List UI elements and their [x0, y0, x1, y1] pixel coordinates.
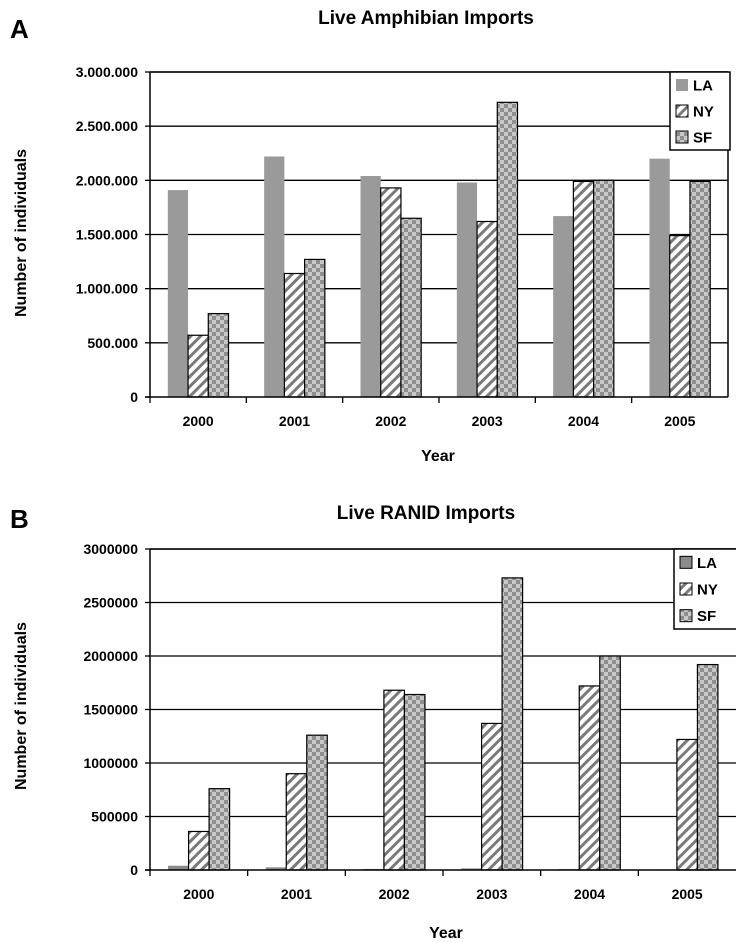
- x-tick-label: 2003: [476, 886, 507, 902]
- bar-la-2000: [168, 865, 189, 870]
- legend-label-sf: SF: [693, 130, 712, 147]
- bar-ny-2001: [283, 272, 306, 398]
- x-tick-label: 2003: [472, 413, 503, 429]
- bar-la-2004: [553, 216, 574, 397]
- x-tick-label: 2004: [568, 413, 599, 429]
- bar-sf-2004: [599, 655, 621, 871]
- bar-ny-2000: [187, 334, 209, 398]
- bar-la-2003: [456, 182, 478, 397]
- legend-swatch-sf: [679, 609, 693, 623]
- bar-sf-2000: [207, 312, 230, 398]
- chart-a-plot: 0 500.000 1.000.000 1.500.000 2.000.000 2.500…: [76, 64, 731, 429]
- bar-ny-2004: [572, 180, 595, 398]
- chart-a-xlabel: Year: [421, 448, 455, 465]
- y-tick-label: 1500000: [83, 702, 138, 718]
- y-tick-label: 500000: [91, 809, 138, 825]
- y-tick-label: 0: [130, 862, 138, 878]
- y-tick-label: 2.000.000: [76, 172, 138, 188]
- chart-a-ylabel: Number of individuals: [13, 149, 30, 317]
- bar-sf-2005: [696, 663, 719, 871]
- legend-label-sf: SF: [697, 608, 716, 625]
- bar-ny-2003: [480, 722, 503, 871]
- y-tick-label: 1.500.000: [76, 227, 138, 243]
- bar-sf-2004: [593, 179, 615, 398]
- legend-label-ny: NY: [693, 104, 714, 121]
- y-tick-label: 2.500.000: [76, 118, 138, 134]
- bar-ny-2003: [476, 220, 498, 398]
- x-tick-label: 2000: [183, 413, 214, 429]
- y-tick-label: 2000000: [83, 648, 138, 664]
- bar-la-2002: [360, 176, 381, 397]
- legend-swatch-sf: [675, 130, 689, 144]
- x-tick-label: 2004: [574, 886, 605, 902]
- bar-sf-2005: [689, 180, 711, 398]
- bar-la-2001: [265, 867, 287, 870]
- bar-la-2003: [461, 868, 482, 870]
- x-tick-label: 2005: [672, 886, 703, 902]
- bar-sf-2002: [403, 693, 426, 871]
- bar-sf-2003: [496, 101, 519, 398]
- bar-ny-2005: [669, 234, 691, 398]
- bar-ny-2002: [380, 187, 402, 398]
- x-tick-label: 2001: [281, 886, 312, 902]
- bar-la-2001: [264, 156, 285, 397]
- legend-swatch-ny: [675, 104, 689, 118]
- panel-a-letter: A: [10, 14, 29, 44]
- legend-label-la: LA: [693, 78, 713, 95]
- bar-sf-2001: [304, 258, 326, 398]
- bar-sf-2003: [501, 577, 524, 871]
- chart-b-xlabel: Year: [429, 925, 463, 942]
- y-tick-label: 1.000.000: [76, 281, 138, 297]
- chart-b-plot: 0 500000 1000000 1500000 2000000 2500000 30000…: [83, 541, 736, 902]
- bar-ny-2000: [187, 830, 210, 871]
- y-tick-label: 3.000.000: [76, 64, 138, 80]
- x-tick-label: 2002: [375, 413, 406, 429]
- chart-a-title: Live Amphibian Imports: [318, 8, 534, 29]
- y-tick-label: 500.000: [87, 335, 138, 351]
- x-tick-label: 2005: [664, 413, 695, 429]
- bar-la-2000: [167, 190, 189, 397]
- chart-b-ylabel: Number of individuals: [13, 622, 30, 790]
- bar-ny-2002: [383, 689, 406, 871]
- bar-la-2005: [649, 158, 670, 397]
- y-tick-label: 2500000: [83, 595, 138, 611]
- chart-b-title: Live RANID Imports: [337, 503, 515, 524]
- x-tick-label: 2001: [279, 413, 310, 429]
- legend-swatch-la: [679, 555, 693, 569]
- bar-sf-2000: [208, 788, 231, 871]
- x-tick-label: 2000: [183, 886, 214, 902]
- panel-b-letter: B: [10, 504, 29, 534]
- legend-label-la: LA: [697, 555, 717, 572]
- bar-ny-2004: [578, 685, 601, 871]
- legend-swatch-ny: [679, 582, 693, 596]
- bar-ny-2005: [676, 738, 699, 871]
- y-tick-label: 3000000: [83, 541, 138, 557]
- legend-swatch-la: [676, 79, 688, 91]
- legend-label-ny: NY: [697, 582, 718, 599]
- y-tick-label: 0: [130, 389, 138, 405]
- bar-ny-2001: [285, 773, 308, 871]
- bar-sf-2001: [306, 734, 328, 871]
- y-tick-label: 1000000: [83, 755, 138, 771]
- x-tick-label: 2002: [379, 886, 410, 902]
- bar-sf-2002: [400, 217, 422, 398]
